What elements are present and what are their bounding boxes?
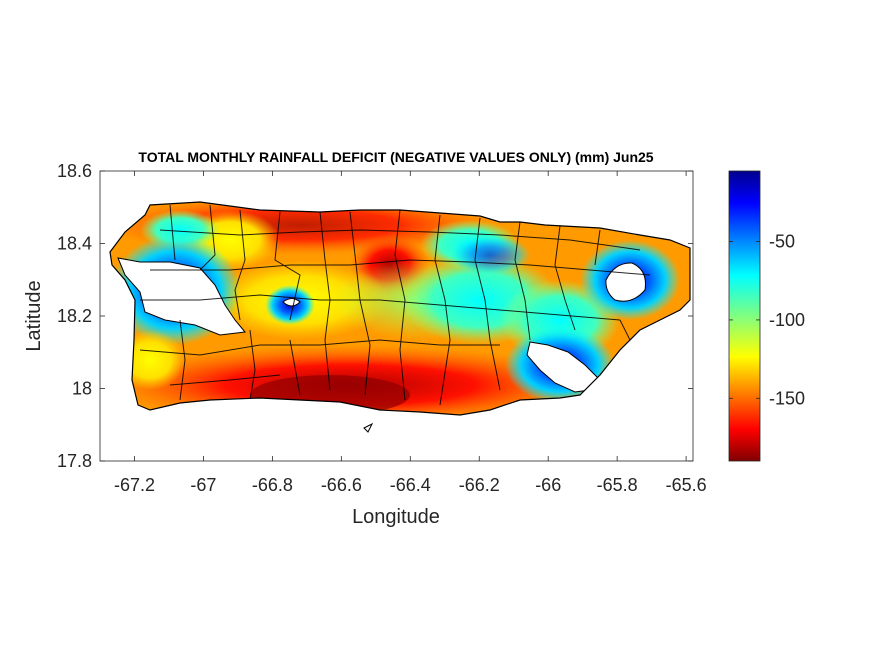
colorbar-ticks: -50 -100 -150	[729, 232, 805, 408]
colorbar-tick-label: -150	[769, 388, 805, 408]
x-tick-label: -67	[190, 475, 216, 495]
colorbar-tick-label: -100	[769, 310, 805, 330]
x-tick-label: -65.6	[666, 475, 707, 495]
colorbar	[728, 170, 761, 462]
coastline	[109, 201, 691, 416]
x-axis-ticks: -67.2 -67 -66.8 -66.6 -66.4 -66.2 -66 -65.8 -65.…	[114, 171, 707, 495]
y-tick-label: 18.4	[57, 234, 92, 254]
x-axis-label: Longitude	[352, 506, 440, 528]
x-tick-label: -66.6	[321, 475, 362, 495]
small-island	[363, 422, 374, 433]
x-tick-label: -67.2	[114, 475, 155, 495]
y-axis-ticks: 18.6 18.4 18.2 18 17.8	[57, 161, 693, 471]
heatmap-island	[110, 202, 690, 415]
x-tick-label: -66	[535, 475, 561, 495]
y-tick-label: 18.6	[57, 161, 92, 181]
y-tick-label: 18.2	[57, 306, 92, 326]
x-tick-label: -66.8	[252, 475, 293, 495]
chart-title: TOTAL MONTHLY RAINFALL DEFICIT (NEGATIVE…	[138, 149, 653, 165]
colorbar-tick-label: -50	[769, 232, 795, 252]
x-tick-label: -65.8	[597, 475, 638, 495]
x-tick-label: -66.2	[459, 475, 500, 495]
y-axis-label: Latitude	[23, 280, 45, 351]
x-tick-label: -66.4	[390, 475, 431, 495]
y-tick-label: 17.8	[57, 451, 92, 471]
y-tick-label: 18	[72, 379, 92, 399]
